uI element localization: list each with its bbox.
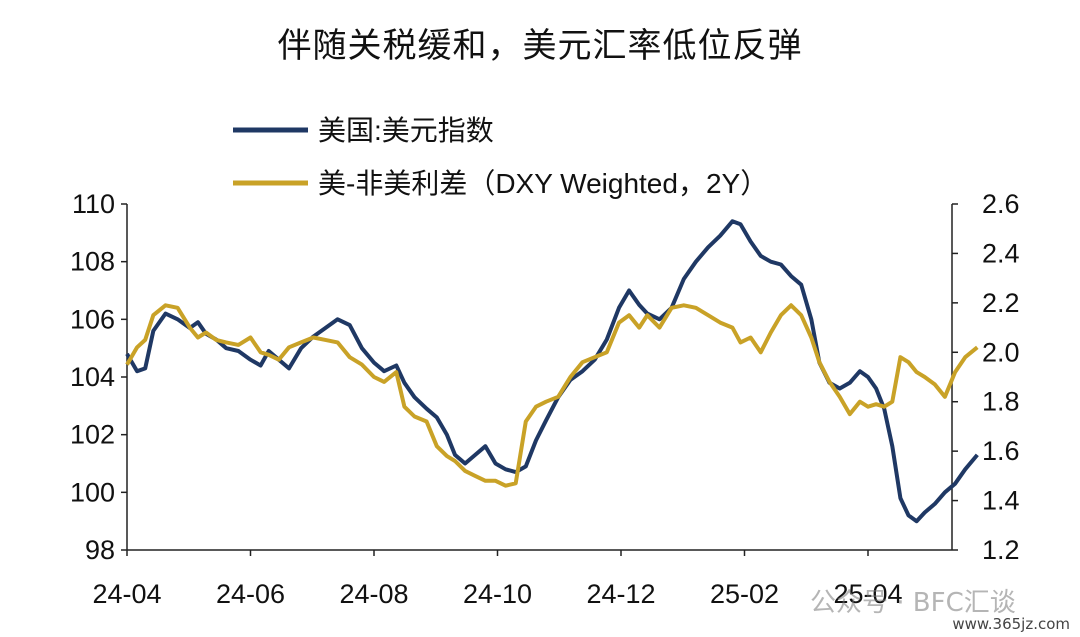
x-tick-label: 24-08 [339, 579, 408, 609]
series-line-dxy [125, 219, 979, 524]
y-right-tick-label: 1.2 [982, 535, 1020, 565]
y-left-tick-label: 104 [70, 362, 115, 392]
x-tick-label: 25-02 [710, 579, 779, 609]
watermark-text: 公众号 · BFC汇谈 [810, 588, 1016, 618]
x-tick-label: 24-12 [586, 579, 655, 609]
y-left-tick-label: 100 [70, 477, 115, 507]
chart-title: 伴随关税缓和，美元汇率低位反弹 [277, 26, 803, 66]
y-right-tick-label: 2.4 [982, 238, 1020, 268]
series-line-spread [125, 303, 979, 488]
y-right-tick-label: 1.8 [982, 387, 1020, 417]
y-right-tick-label: 2.2 [982, 288, 1020, 318]
y-left-tick-label: 98 [85, 535, 115, 565]
watermark-site: www.365jz.com [952, 615, 1070, 633]
y-left-tick-label: 108 [70, 247, 115, 277]
y-left-tick-label: 102 [70, 420, 115, 450]
legend-label: 美-非美利差（DXY Weighted，2Y） [318, 168, 768, 199]
y-right-tick-label: 2.6 [982, 189, 1020, 219]
x-tick-label: 24-04 [92, 579, 161, 609]
y-right-tick-label: 1.6 [982, 436, 1020, 466]
x-tick-label: 24-10 [463, 579, 532, 609]
y-left-tick-label: 110 [72, 189, 115, 219]
y-left-tick-label: 106 [70, 304, 115, 334]
x-tick-label: 25-04 [833, 579, 902, 609]
y-right-tick-label: 1.4 [982, 486, 1020, 516]
y-right-tick-label: 2.0 [982, 337, 1020, 367]
x-tick-label: 24-06 [216, 579, 285, 609]
legend-label: 美国:美元指数 [318, 115, 494, 146]
